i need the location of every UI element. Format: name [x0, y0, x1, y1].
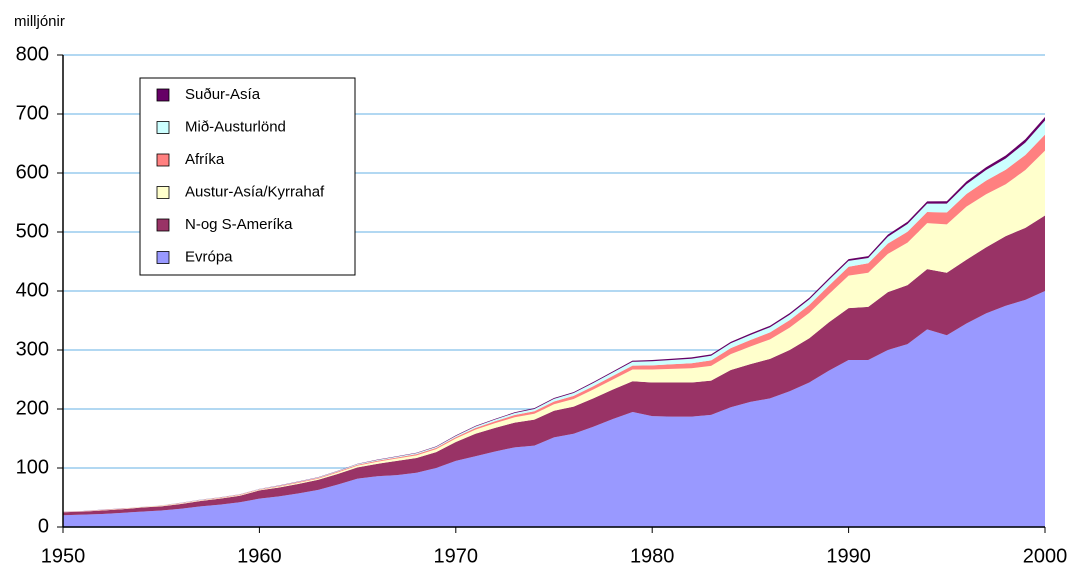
area: [63, 291, 1045, 527]
legend-swatch: [156, 251, 170, 264]
x-tick-label: 1970: [434, 545, 479, 567]
legend-label: Afríka: [185, 151, 225, 168]
legend-label: Mið-Austurlönd: [185, 118, 286, 135]
legend-label: N-og S-Ameríka: [185, 216, 293, 233]
y-tick-label: 700: [16, 102, 49, 124]
x-tick-label: 1980: [630, 545, 675, 567]
x-tick-label: 2000: [1023, 545, 1068, 567]
y-tick-label: 300: [16, 338, 49, 360]
legend-swatch: [156, 186, 170, 199]
legend-label: Austur-Asía/Kyrrahaf: [185, 183, 325, 200]
y-tick-label: 0: [38, 515, 49, 537]
y-axis-label: milljónir: [14, 13, 65, 30]
y-tick-label: 400: [16, 279, 49, 301]
legend-swatch: [156, 88, 170, 102]
legend-swatch: [156, 121, 170, 134]
y-tick-label: 200: [16, 397, 49, 419]
x-tick-label: 1990: [826, 545, 871, 567]
x-tick-label: 1960: [237, 545, 282, 567]
legend-label: Suður-Asía: [185, 86, 261, 103]
legend-swatch: [156, 218, 170, 232]
legend-box: [139, 77, 356, 276]
legend-label: Evrópa: [185, 248, 233, 265]
y-tick-label: 100: [16, 456, 49, 478]
legend: Suður-Asía Mið-Austurlönd Afríka Austur-Así…: [139, 77, 356, 276]
x-tick-label: 1950: [41, 545, 86, 567]
y-tick-label: 600: [16, 161, 49, 183]
y-tick-label: 500: [16, 220, 49, 242]
legend-swatch: [156, 153, 170, 167]
y-tick-label: 800: [16, 43, 49, 65]
